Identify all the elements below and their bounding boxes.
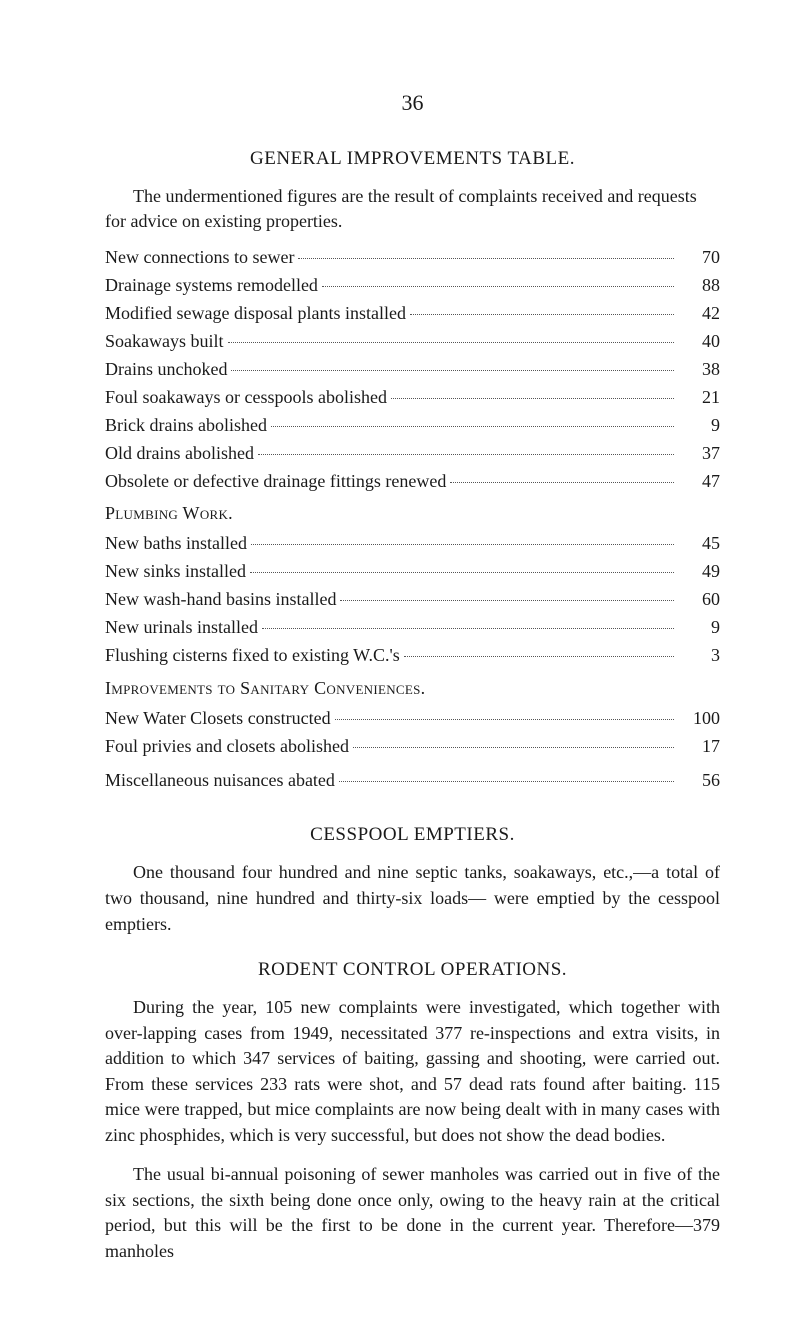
entry-value: 45: [680, 530, 720, 558]
leader-dots: [335, 719, 674, 720]
rodent-para-1: During the year, 105 new complaints were…: [105, 995, 720, 1148]
rodent-title: RODENT CONTROL OPERATIONS.: [105, 959, 720, 981]
leader-dots: [340, 600, 674, 601]
entry-label: Old drains abolished: [105, 440, 254, 468]
entry-label: New connections to sewer: [105, 244, 294, 272]
entry-value: 88: [680, 272, 720, 300]
general-improvements-intro: The undermentioned figures are the resul…: [105, 184, 720, 234]
entry-value: 56: [680, 767, 720, 795]
entry-value: 40: [680, 328, 720, 356]
entry-value: 9: [680, 614, 720, 642]
leader-dots: [322, 286, 674, 287]
leader-dots: [271, 426, 674, 427]
table-row: Old drains abolished 37: [105, 440, 720, 468]
table-row: Brick drains abolished 9: [105, 412, 720, 440]
entry-label: New sinks installed: [105, 558, 246, 586]
leader-dots: [391, 398, 674, 399]
leader-dots: [262, 628, 674, 629]
table-row: New urinals installed 9: [105, 614, 720, 642]
table-row: New sinks installed 49: [105, 558, 720, 586]
leader-dots: [250, 572, 674, 573]
entry-value: 70: [680, 244, 720, 272]
leader-dots: [353, 747, 674, 748]
entry-label: Brick drains abolished: [105, 412, 267, 440]
entry-value: 49: [680, 558, 720, 586]
entry-value: 100: [680, 705, 720, 733]
entry-label: New Water Closets constructed: [105, 705, 331, 733]
table-row: New connections to sewer 70: [105, 244, 720, 272]
entry-value: 9: [680, 412, 720, 440]
entry-value: 37: [680, 440, 720, 468]
leader-dots: [298, 258, 674, 259]
entry-label: Foul privies and closets abolished: [105, 733, 349, 761]
table-row: Flushing cisterns fixed to existing W.C.…: [105, 642, 720, 670]
entry-label: New wash-hand basins installed: [105, 586, 336, 614]
general-improvements-title: GENERAL IMPROVEMENTS TABLE.: [105, 148, 720, 170]
leader-dots: [258, 454, 674, 455]
table-row: New Water Closets constructed 100: [105, 705, 720, 733]
entry-label: Obsolete or defective drainage fittings …: [105, 468, 446, 496]
entry-label: Modified sewage disposal plants installe…: [105, 300, 406, 328]
page-container: 36 GENERAL IMPROVEMENTS TABLE. The under…: [0, 0, 800, 1339]
table-row: Drainage systems remodelled 88: [105, 272, 720, 300]
entry-label: Drainage systems remodelled: [105, 272, 318, 300]
entry-value: 3: [680, 642, 720, 670]
page-number: 36: [105, 90, 720, 116]
entry-label: Soakaways built: [105, 328, 224, 356]
entry-value: 38: [680, 356, 720, 384]
table-row: Foul soakaways or cesspools abolished 21: [105, 384, 720, 412]
table-row: Soakaways built 40: [105, 328, 720, 356]
entry-label: New baths installed: [105, 530, 247, 558]
cesspool-para: One thousand four hundred and nine septi…: [105, 860, 720, 937]
table-row: Miscellaneous nuisances abated 56: [105, 767, 720, 795]
entry-label: Miscellaneous nuisances abated: [105, 767, 335, 795]
leader-dots: [231, 370, 674, 371]
table-row: Modified sewage disposal plants installe…: [105, 300, 720, 328]
table-row: New wash-hand basins installed 60: [105, 586, 720, 614]
entry-value: 17: [680, 733, 720, 761]
table-row: Foul privies and closets abolished 17: [105, 733, 720, 761]
entry-label: Flushing cisterns fixed to existing W.C.…: [105, 642, 400, 670]
entry-value: 42: [680, 300, 720, 328]
entry-label: Drains unchoked: [105, 356, 227, 384]
table-row: Obsolete or defective drainage fittings …: [105, 468, 720, 496]
table-row: Drains unchoked 38: [105, 356, 720, 384]
entry-label: Foul soakaways or cesspools abolished: [105, 384, 387, 412]
entry-label: New urinals installed: [105, 614, 258, 642]
entry-value: 60: [680, 586, 720, 614]
leader-dots: [404, 656, 674, 657]
table-row: New baths installed 45: [105, 530, 720, 558]
plumbing-work-title: Plumbing Work.: [105, 503, 720, 524]
leader-dots: [251, 544, 674, 545]
leader-dots: [339, 781, 674, 782]
leader-dots: [410, 314, 674, 315]
cesspool-title: CESSPOOL EMPTIERS.: [105, 824, 720, 846]
leader-dots: [228, 342, 675, 343]
entry-value: 47: [680, 468, 720, 496]
rodent-para-2: The usual bi-annual poisoning of sewer m…: [105, 1162, 720, 1264]
leader-dots: [450, 482, 674, 483]
entry-value: 21: [680, 384, 720, 412]
